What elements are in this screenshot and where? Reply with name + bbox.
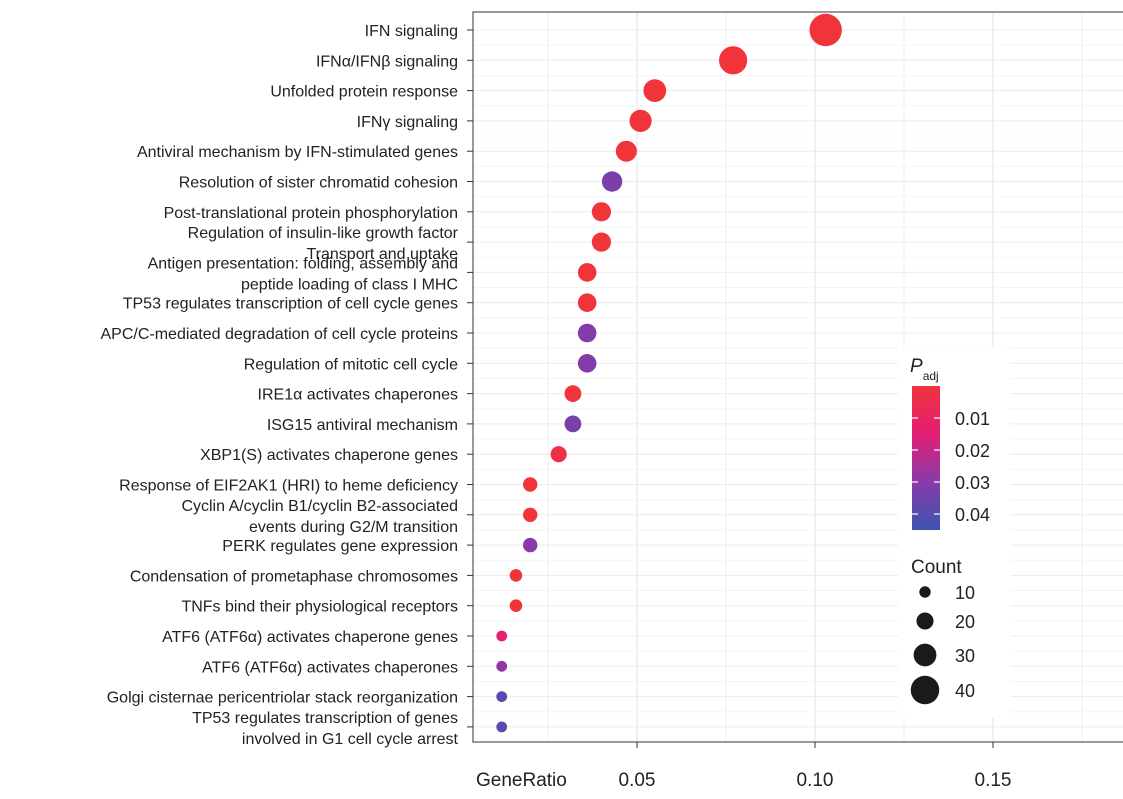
y-tick-label: XBP1(S) activates chaperone genes [200,447,458,464]
data-points [496,13,842,733]
count-legend-dot [916,612,934,630]
y-tick-label: peptide loading of class I MHC [241,276,458,293]
y-tick-label: IFN signaling [365,23,458,40]
y-tick-label: Cyclin A/cyclin B1/cyclin B2-associated [181,498,458,515]
count-legend-label: 10 [955,583,975,603]
pathway-labels: IFN signaling IFNα/IFNβ signaling Unfolded… [100,23,473,748]
count-legend-label: 40 [955,681,975,701]
data-point [615,140,637,162]
y-tick-label: TP53 regulates transcription of genes [192,710,458,727]
count-legend-label: 20 [955,612,975,632]
padj-colorbar-ticks: 0.01 0.02 0.03 0.04 [912,409,990,525]
count-legend-label: 30 [955,646,975,666]
x-tick-label: 0.10 [797,770,834,791]
data-point [601,171,623,192]
padj-legend-title: Padj [910,356,939,383]
y-tick-label: Golgi cisternae pericentriolar stack reo… [107,690,458,707]
grid [473,12,1123,743]
data-point [496,721,508,733]
data-point [509,599,523,612]
data-point [591,232,612,252]
data-point [496,630,508,642]
data-point [577,263,597,282]
x-tick-label: 0.05 [619,770,656,791]
count-legend-title: Count [911,557,962,578]
data-point [509,569,523,582]
data-point [496,660,508,672]
y-tick-label: TNFs bind their physiological receptors [181,599,458,616]
colorbar-tick-label: 0.01 [955,409,990,429]
x-tick-label: 0.15 [975,770,1012,791]
data-point [523,537,538,553]
count-legend-dot [913,643,937,667]
legend: Padj 0.01 0.02 0.03 0.04 Count 10 20 30 40 [898,348,1010,718]
data-point [564,415,582,433]
y-tick-label: Resolution of sister chromatid cohesion [179,175,458,192]
y-tick-label: Unfolded protein response [270,84,458,101]
colorbar-tick-label: 0.02 [955,441,990,461]
data-point [629,109,652,132]
data-point [719,46,748,75]
data-point [523,477,538,492]
data-point [591,202,612,222]
y-tick-label: Antiviral mechanism by IFN-stimulated ge… [137,144,458,161]
y-tick-label: Regulation of insulin-like growth factor [188,225,459,242]
plot-frame [472,11,1123,743]
y-tick-label: IFNγ signaling [357,114,458,131]
y-tick-label: Response of EIF2AK1 (HRI) to heme defici… [119,478,458,495]
y-tick-label: Post-translational protein phosphorylati… [164,205,458,222]
padj-legend-title-main: P [910,356,923,377]
data-point [577,354,597,373]
y-tick-label: ATF6 (ATF6α) activates chaperones [202,659,458,676]
data-point [550,446,567,463]
count-legend-dot [919,586,931,598]
y-tick-label: Condensation of prometaphase chromosomes [130,568,458,585]
y-tick-label: APC/C-mediated degradation of cell cycle… [100,326,458,343]
data-point [564,385,582,402]
y-tick-label: IRE1α activates chaperones [258,387,458,404]
colorbar-tick-label: 0.03 [955,473,990,493]
data-point [577,293,597,313]
colorbar-tick-label: 0.04 [955,505,990,525]
y-tick-label: ATF6 (ATF6α) activates chaperone genes [162,629,458,646]
y-tick-label: Regulation of mitotic cell cycle [244,356,458,373]
y-tick-label: events during G2/M transition [249,519,458,536]
padj-legend-title-sub: adj [923,369,939,383]
data-point [523,507,538,522]
y-tick-label: TP53 regulates transcription of cell cyc… [123,296,458,313]
y-tick-label: Transport and uptake [307,246,459,263]
x-axis-title: GeneRatio [476,770,567,791]
padj-colorbar [912,386,940,530]
x-axis: GeneRatio 0.05 0.10 0.15 [476,742,1011,791]
data-point [643,79,667,102]
data-point [496,691,508,702]
y-tick-label: Antigen presentation: folding, assembly … [148,255,458,272]
y-tick-label: ISG15 antiviral mechanism [267,417,458,434]
y-tick-label: PERK regulates gene expression [222,538,458,555]
data-point [809,13,842,47]
count-legend-dot [910,675,940,705]
y-tick-label: IFNα/IFNβ signaling [316,53,458,70]
y-tick-label: involved in G1 cell cycle arrest [242,731,459,748]
count-size-legend: 10 20 30 40 [910,583,975,705]
data-point [577,323,597,343]
